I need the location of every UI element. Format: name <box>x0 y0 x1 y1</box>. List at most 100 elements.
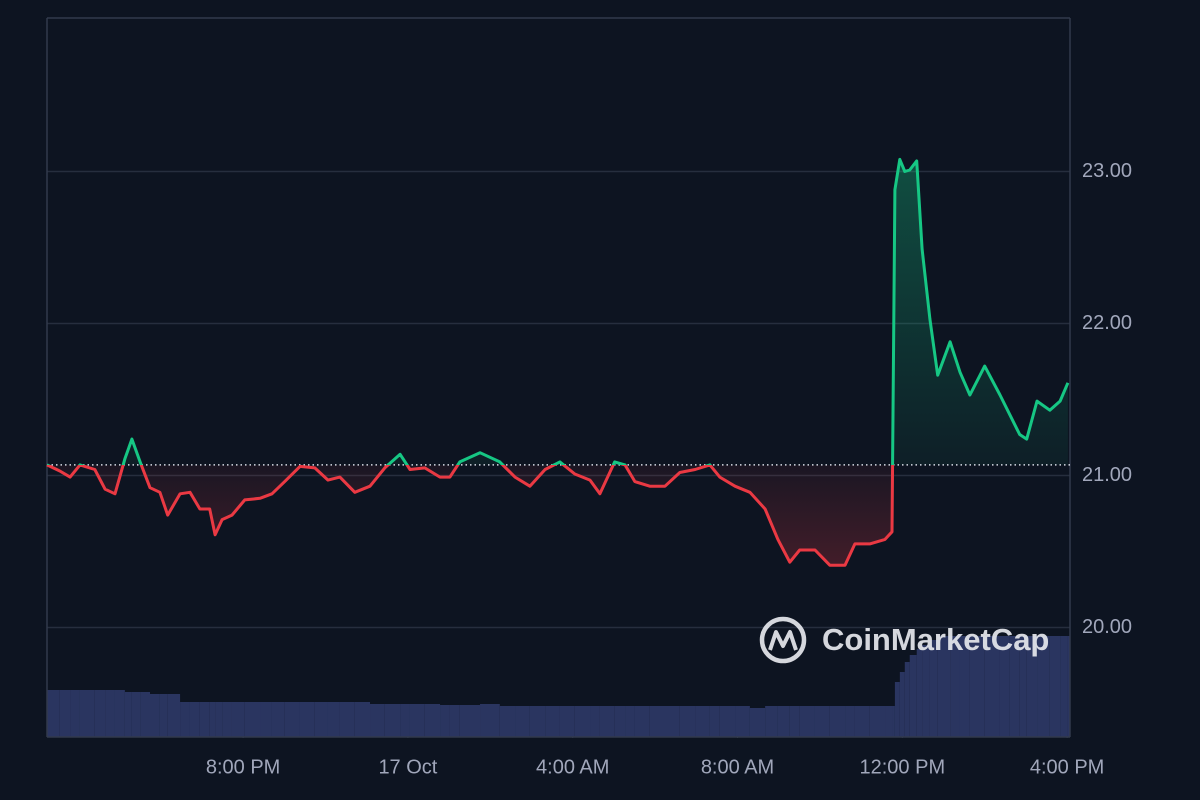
volume-bar <box>449 705 460 737</box>
y-tick-label: 21.00 <box>1082 464 1132 486</box>
labels-layer: 20.00 21.00 22.00 23.00 8:00 PM 17 Oct 4:00 AM… <box>206 160 1132 778</box>
volume-bar <box>59 690 71 737</box>
volume-bar <box>735 706 750 737</box>
volume-bar <box>222 702 232 737</box>
volume-bar <box>209 702 216 737</box>
volume-bar <box>899 672 905 737</box>
volume-bar <box>1037 636 1050 737</box>
volume-bar <box>400 704 410 737</box>
volume-bar <box>409 704 425 737</box>
volume-bar <box>1049 636 1061 737</box>
volume-bar <box>545 706 560 737</box>
watermark-logo-mark <box>768 630 798 651</box>
volume-bar <box>105 690 115 737</box>
volume-bar <box>284 702 300 737</box>
y-tick-label: 22.00 <box>1082 312 1132 334</box>
volume-bar <box>314 702 328 737</box>
volume-bar <box>590 706 600 737</box>
volume-bar <box>909 655 917 737</box>
x-tick-label: 8:00 PM <box>206 756 280 778</box>
volume-bar <box>765 706 778 737</box>
volume-bar <box>271 702 285 737</box>
volume-bar <box>984 636 1000 737</box>
volume-bar <box>159 694 168 737</box>
volume-bar <box>140 692 151 737</box>
volume-bar <box>929 640 938 737</box>
volume-layer <box>47 636 1070 737</box>
volume-bar <box>499 706 516 737</box>
volume-bar <box>70 690 80 737</box>
volume-bar <box>916 649 923 737</box>
volume-bar <box>799 706 815 737</box>
x-tick-label: 12:00 PM <box>860 756 946 778</box>
volume-bar <box>354 702 371 737</box>
volume-bar <box>1026 636 1038 737</box>
volume-bar <box>845 706 855 737</box>
volume-bar <box>480 704 500 737</box>
volume-bar <box>384 704 401 737</box>
volume-bar <box>937 636 951 737</box>
volume-bar <box>1019 636 1027 737</box>
y-tick-label: 23.00 <box>1082 160 1132 182</box>
volume-bar <box>950 636 960 737</box>
volume-bar <box>231 702 245 737</box>
y-tick-label: 20.00 <box>1082 616 1132 638</box>
volume-bar <box>999 636 1010 737</box>
volume-bar <box>180 702 190 737</box>
volume-bar <box>150 694 160 737</box>
volume-bar <box>424 704 441 737</box>
volume-bar <box>215 702 223 737</box>
volume-bar <box>1009 636 1020 737</box>
volume-bar <box>574 706 591 737</box>
volume-bar <box>167 694 181 737</box>
volume-bar <box>869 706 886 737</box>
volume-bar <box>94 690 106 737</box>
volume-bar <box>515 706 530 737</box>
volume-bar <box>904 662 910 737</box>
volume-bar <box>299 702 315 737</box>
volume-bar <box>894 682 900 737</box>
volume-bar <box>749 708 766 737</box>
volume-bar <box>1067 636 1070 737</box>
volume-bar <box>339 702 355 737</box>
volume-bar <box>625 706 635 737</box>
volume-bar <box>370 704 385 737</box>
volume-bar <box>709 706 720 737</box>
volume-bar <box>789 706 800 737</box>
volume-bar <box>892 706 895 737</box>
watermark-logo <box>759 616 807 664</box>
volume-bar <box>131 692 141 737</box>
price-line <box>46 157 1070 567</box>
volume-bar <box>829 706 846 737</box>
volume-bar <box>529 706 546 737</box>
volume-bar <box>1060 636 1068 737</box>
watermark: CoinMarketCap <box>759 616 1049 664</box>
volume-bar <box>189 702 200 737</box>
volume-bar <box>959 636 970 737</box>
x-tick-label: 4:00 AM <box>536 756 609 778</box>
volume-bar <box>665 706 680 737</box>
volume-bar <box>440 705 450 737</box>
price-area <box>47 159 1068 566</box>
volume-bar <box>260 702 272 737</box>
volume-bar <box>854 706 870 737</box>
volume-bar <box>327 702 340 737</box>
volume-bar <box>459 705 481 737</box>
plot-layer <box>46 157 1070 567</box>
x-tick-label: 17 Oct <box>378 756 437 778</box>
x-tick-label: 8:00 AM <box>701 756 774 778</box>
volume-bar <box>634 706 650 737</box>
volume-bar <box>969 636 985 737</box>
volume-bar <box>114 690 125 737</box>
volume-bar <box>244 702 261 737</box>
volume-bar <box>79 690 95 737</box>
volume-bar <box>47 690 60 737</box>
volume-bar <box>922 645 930 737</box>
volume-bar <box>814 706 830 737</box>
volume-bar <box>614 706 626 737</box>
volume-bar <box>885 706 893 737</box>
volume-bar <box>649 706 666 737</box>
volume-bar <box>679 706 696 737</box>
volume-bar <box>719 706 736 737</box>
